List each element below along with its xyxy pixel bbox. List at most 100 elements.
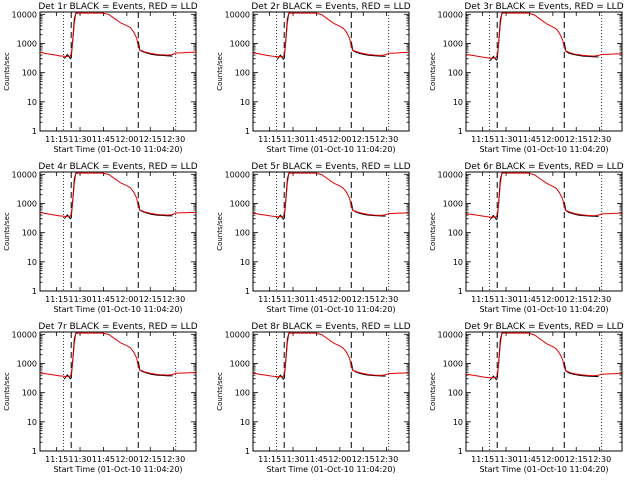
x-tick-label: 12:30 [375,135,398,144]
y-tick-label: 10000 [12,330,37,339]
y-tick-label: 10000 [12,170,37,179]
y-tick-label: 100 [448,389,463,398]
y-tick-label: 100 [448,229,463,238]
x-axis-label: Start Time (01-Oct-10 11:04:20) [53,305,182,314]
lld-series-line [40,12,196,57]
y-tick-label: 10 [27,258,37,267]
x-tick-label: 12:30 [162,295,185,304]
x-axis-label: Start Time (01-Oct-10 11:04:20) [266,305,395,314]
events-series-line [350,201,386,217]
x-tick-label: 11:45 [305,295,328,304]
x-tick-label: 12:15 [352,135,375,144]
x-axis-label: Start Time (01-Oct-10 11:04:20) [479,305,608,314]
plot-frame [465,171,623,292]
plot-frame [39,331,197,452]
x-tick-label: 11:15 [45,455,68,464]
x-tick-label: 11:30 [495,455,518,464]
detector-chart-6: Det 6r BLACK = Events, RED = LLD 1 10 100 10… [429,162,624,314]
y-tick-label: 1 [32,127,37,136]
detector-chart-8: Det 8r BLACK = Events, RED = LLD 1 10 100 10… [216,322,411,474]
y-tick-label: 1000 [230,39,250,48]
y-tick-label: 100 [22,229,37,238]
y-tick-label: 10 [453,98,463,107]
x-tick-label: 12:15 [139,455,162,464]
x-axis-label: Start Time (01-Oct-10 11:04:20) [266,465,395,474]
y-tick-label: 10 [240,98,250,107]
chart-title: Det 3r BLACK = Events, RED = LLD [464,2,623,12]
lld-series-line [40,332,196,377]
x-tick-label: 12:00 [541,135,564,144]
x-tick-label: 11:45 [305,135,328,144]
y-tick-label: 1000 [443,39,463,48]
x-tick-label: 11:30 [495,295,518,304]
x-tick-label: 11:45 [92,295,115,304]
y-tick-label: 10 [240,258,250,267]
lld-series-line [466,12,622,59]
x-tick-label: 11:45 [92,135,115,144]
detector-chart-1: Det 1r BLACK = Events, RED = LLD 1 10 100 10… [3,2,198,154]
chart-title: Det 7r BLACK = Events, RED = LLD [38,322,197,332]
x-tick-label: 11:15 [258,135,281,144]
x-tick-label: 12:15 [565,135,588,144]
events-series-line [563,202,599,217]
series-group [40,12,196,60]
y-axis-label: Counts/sec [429,372,437,411]
x-tick-label: 11:15 [45,295,68,304]
y-axis-label: Counts/sec [429,212,437,251]
y-tick-label: 100 [235,229,250,238]
x-tick-label: 12:30 [162,455,185,464]
chart-title: Det 9r BLACK = Events, RED = LLD [464,322,623,332]
y-tick-label: 10 [453,418,463,427]
x-tick-label: 11:30 [69,295,92,304]
chart-title: Det 8r BLACK = Events, RED = LLD [251,322,410,332]
series-group [253,332,409,380]
y-tick-label: 10000 [225,10,250,19]
y-axis-label: Counts/sec [3,212,11,251]
y-tick-label: 1 [32,447,37,456]
x-tick-label: 11:15 [45,135,68,144]
chart-title: Det 4r BLACK = Events, RED = LLD [38,162,197,172]
plot-frame [252,331,410,452]
y-tick-label: 1000 [443,199,463,208]
x-tick-label: 12:15 [139,135,162,144]
lld-series-line [253,332,409,378]
y-axis-label: Counts/sec [429,52,437,91]
x-tick-label: 11:15 [258,455,281,464]
y-axis-label: Counts/sec [3,372,11,411]
y-tick-label: 1000 [17,359,37,368]
x-tick-label: 12:30 [162,135,185,144]
x-tick-label: 11:30 [282,295,305,304]
x-tick-label: 11:30 [495,135,518,144]
chart-title: Det 1r BLACK = Events, RED = LLD [38,2,197,12]
x-tick-label: 12:00 [328,295,351,304]
series-group [466,172,622,221]
x-tick-label: 11:45 [518,135,541,144]
x-axis-label: Start Time (01-Oct-10 11:04:20) [266,145,395,154]
lld-series-line [253,12,409,58]
x-axis-label: Start Time (01-Oct-10 11:04:20) [53,465,182,474]
x-tick-label: 11:30 [69,455,92,464]
y-tick-label: 10 [27,98,37,107]
y-tick-label: 10000 [225,330,250,339]
x-axis-label: Start Time (01-Oct-10 11:04:20) [479,465,608,474]
x-tick-label: 11:15 [471,135,494,144]
series-group [466,12,622,61]
detector-chart-3: Det 3r BLACK = Events, RED = LLD 1 10 100 10… [429,2,624,154]
x-tick-label: 12:15 [565,295,588,304]
plot-frame [252,11,410,132]
events-series-line [137,361,173,377]
x-tick-label: 12:00 [541,455,564,464]
x-tick-label: 11:15 [471,295,494,304]
x-tick-label: 12:15 [565,455,588,464]
x-tick-label: 12:15 [139,295,162,304]
series-group [40,172,196,220]
y-tick-label: 1000 [230,199,250,208]
lld-series-line [466,172,622,218]
y-tick-label: 100 [235,69,250,78]
x-tick-label: 12:00 [115,455,138,464]
x-tick-label: 12:15 [352,295,375,304]
y-tick-label: 10000 [12,10,37,19]
y-axis-label: Counts/sec [216,52,224,91]
y-tick-label: 1 [458,287,463,296]
